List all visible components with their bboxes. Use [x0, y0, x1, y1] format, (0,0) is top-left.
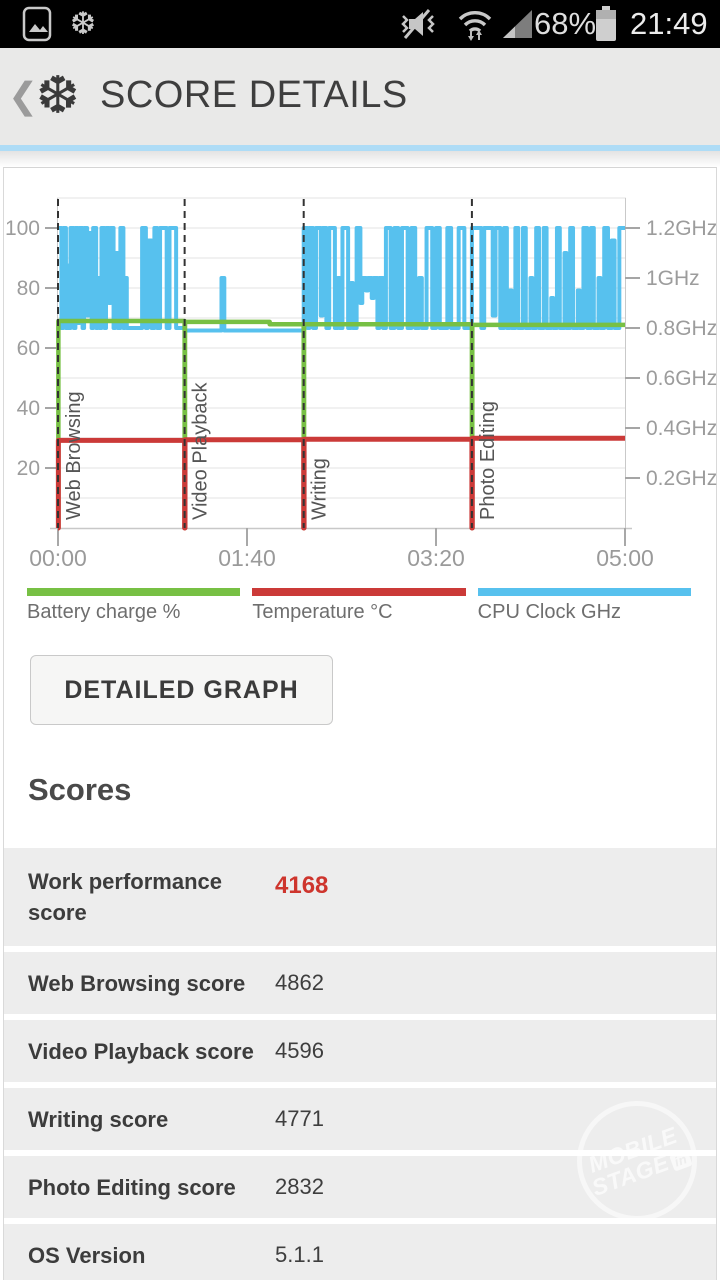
- row-value: 5.1.1: [275, 1242, 324, 1267]
- legend-swatch: [477, 588, 691, 596]
- vibrate-mute-icon: [398, 0, 438, 48]
- svg-text:Web Browsing: Web Browsing: [63, 391, 85, 520]
- svg-text:05:00: 05:00: [596, 545, 654, 571]
- battery-percent-label: 68%: [534, 6, 597, 41]
- svg-text:40: 40: [17, 397, 40, 420]
- row-label: OS Version: [28, 1242, 146, 1268]
- row-label: Photo Editing score: [28, 1174, 236, 1200]
- svg-text:Writing: Writing: [309, 458, 331, 520]
- legend-item: Battery charge %: [27, 588, 241, 624]
- row-value: 4168: [275, 872, 329, 899]
- table-row: Work performance score 4168: [4, 848, 716, 946]
- svg-text:60: 60: [17, 337, 40, 360]
- svg-text:0.4GHz: 0.4GHz: [646, 417, 717, 440]
- app-header: ❮ ❆ SCORE DETAILS: [0, 48, 720, 145]
- status-bar: ❆ 68%: [0, 0, 720, 48]
- table-row: Photo Editing score 2832: [4, 1156, 716, 1218]
- svg-text:00:00: 00:00: [29, 545, 87, 571]
- svg-text:20: 20: [17, 457, 40, 480]
- svg-text:0.6GHz: 0.6GHz: [646, 367, 717, 390]
- header-accent-line: [0, 145, 720, 151]
- svg-text:100: 100: [5, 217, 40, 240]
- legend-label: Battery charge %: [27, 601, 181, 623]
- legend-swatch: [252, 588, 466, 596]
- screenshot-icon: [22, 0, 52, 48]
- row-value: 4862: [275, 970, 324, 995]
- svg-text:0.2GHz: 0.2GHz: [646, 467, 717, 490]
- svg-text:Photo Editing: Photo Editing: [477, 401, 499, 520]
- row-label: Video Playback score: [28, 1038, 254, 1064]
- svg-text:Video Playback: Video Playback: [190, 382, 212, 521]
- row-value: 2832: [275, 1174, 324, 1199]
- chart-legend: Battery charge % Temperature °C CPU Clock …: [27, 588, 691, 624]
- legend-item: Temperature °C: [252, 588, 466, 624]
- table-row: OS Version 5.1.1: [4, 1224, 716, 1280]
- svg-text:1GHz: 1GHz: [646, 267, 700, 290]
- row-label: Web Browsing score: [28, 970, 246, 996]
- row-label: Work performance score: [28, 869, 222, 925]
- row-value: 4596: [275, 1038, 324, 1063]
- svg-text:01:40: 01:40: [218, 545, 276, 571]
- row-value: 4771: [275, 1106, 324, 1131]
- header-shadow: [0, 151, 720, 167]
- detailed-graph-button[interactable]: DETAILED GRAPH: [30, 655, 333, 725]
- svg-text:1.2GHz: 1.2GHz: [646, 217, 717, 240]
- svg-text:03:20: 03:20: [407, 545, 465, 571]
- table-row: Web Browsing score 4862: [4, 952, 716, 1014]
- legend-label: Temperature °C: [252, 601, 393, 623]
- table-row: Video Playback score 4596: [4, 1020, 716, 1082]
- clock-label: 21:49: [630, 6, 708, 41]
- legend-item: CPU Clock GHz: [477, 588, 691, 624]
- wifi-icon: [456, 0, 494, 48]
- table-row: Writing score 4771: [4, 1088, 716, 1150]
- snowflake-status-icon: ❆: [70, 6, 96, 41]
- snowflake-logo-icon: ❆: [36, 67, 80, 125]
- scores-heading: Scores: [28, 772, 132, 807]
- back-icon[interactable]: ❮: [8, 75, 39, 116]
- scores-table: Work performance score 4168 Web Browsing s…: [4, 848, 716, 1280]
- svg-text:80: 80: [17, 277, 40, 300]
- row-label: Writing score: [28, 1106, 169, 1132]
- benchmark-run-chart: 100 80 60 40 20 1.2GHz 1GHz 0.8GHz 0.6GHz 0.4GHz 0…: [5, 197, 717, 571]
- svg-text:0.8GHz: 0.8GHz: [646, 317, 717, 340]
- legend-swatch: [27, 588, 241, 596]
- legend-label: CPU Clock GHz: [477, 601, 622, 623]
- signal-icon: [500, 0, 534, 48]
- page-title: SCORE DETAILS: [100, 74, 408, 116]
- battery-icon: [594, 0, 618, 48]
